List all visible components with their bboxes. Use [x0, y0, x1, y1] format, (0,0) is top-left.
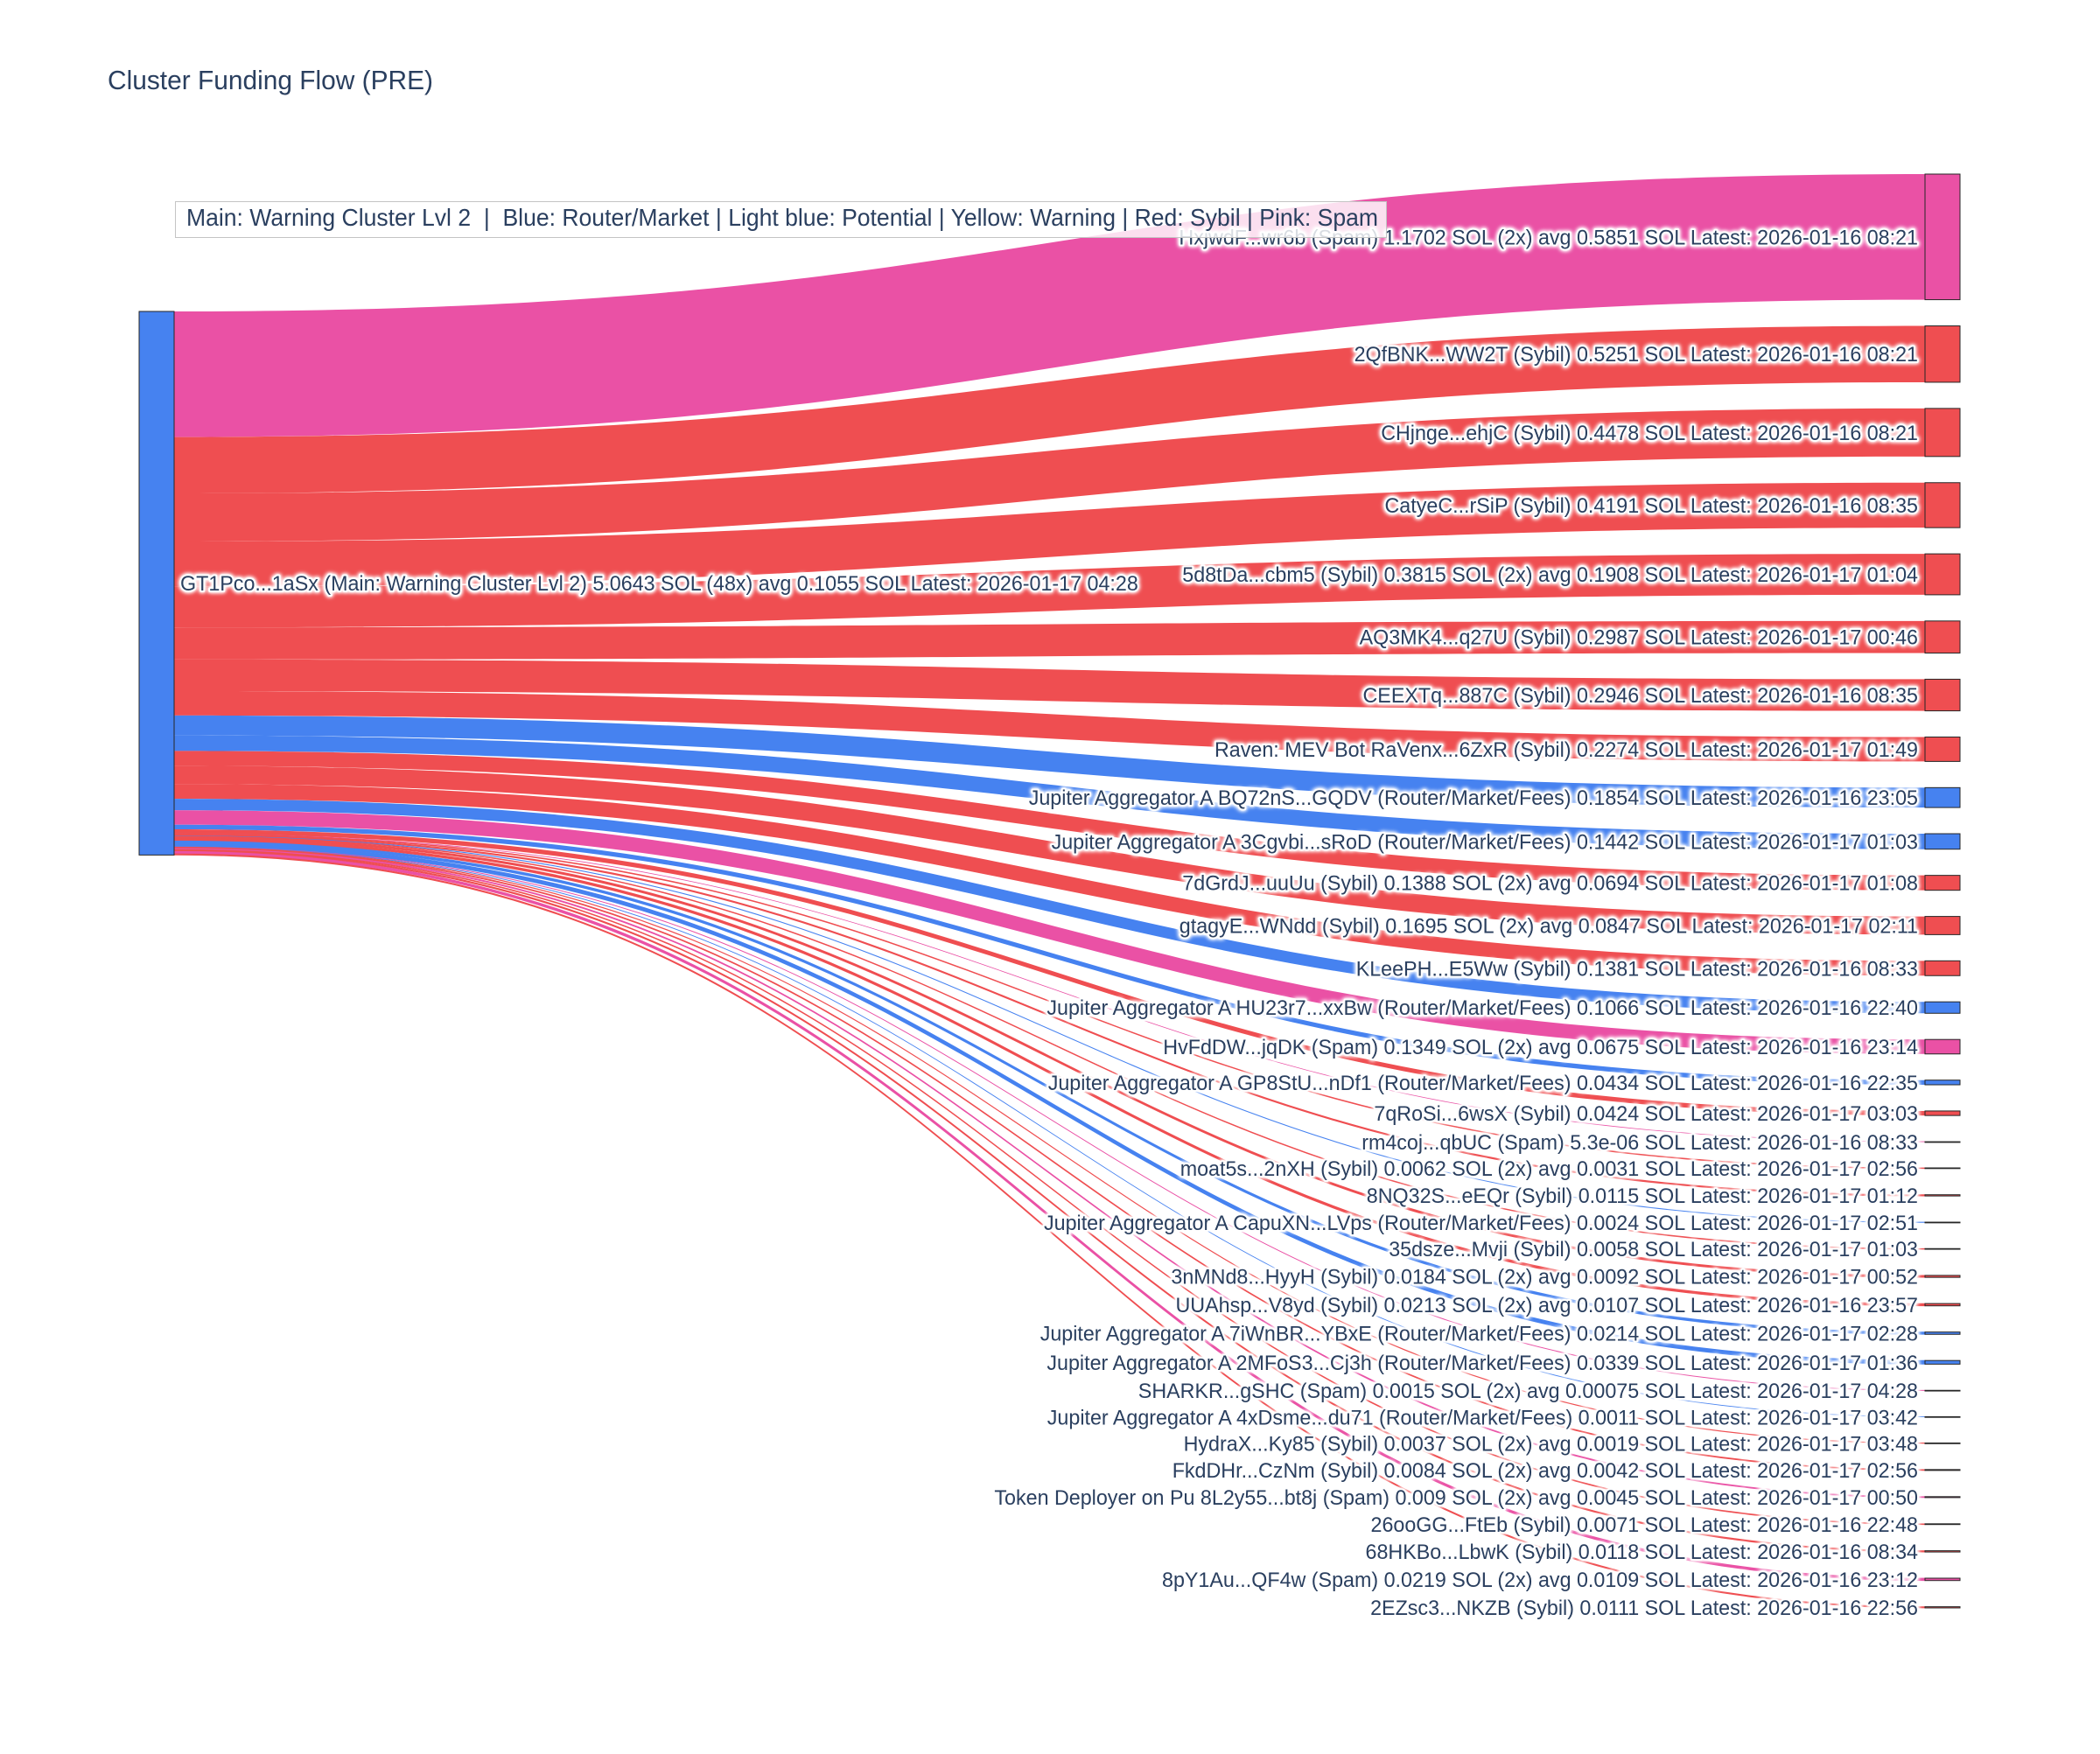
svg-text:Jupiter Aggregator A 7iWnBR...: Jupiter Aggregator A 7iWnBR...YBxE (Rout…: [1040, 1322, 1918, 1345]
svg-text:8pY1Au...QF4w (Spam) 0.0219 SO: 8pY1Au...QF4w (Spam) 0.0219 SOL (2x) avg…: [1162, 1569, 1918, 1592]
svg-text:3nMNd8...HyyH (Sybil) 0.0184 S: 3nMNd8...HyyH (Sybil) 0.0184 SOL (2x) av…: [1171, 1266, 1918, 1289]
svg-text:8NQ32S...eEQr (Sybil) 0.0115 S: 8NQ32S...eEQr (Sybil) 0.0115 SOL Latest:…: [1367, 1184, 1918, 1208]
svg-text:Jupiter Aggregator A 3Cgvbi...: Jupiter Aggregator A 3Cgvbi...sRoD (Rout…: [1052, 830, 1918, 854]
svg-text:CHjnge...ehjC (Sybil) 0.4478 S: CHjnge...ehjC (Sybil) 0.4478 SOL Latest:…: [1381, 422, 1918, 445]
svg-text:7dGrdJ...uuUu (Sybil) 0.1388 S: 7dGrdJ...uuUu (Sybil) 0.1388 SOL (2x) av…: [1182, 872, 1918, 896]
svg-text:FkdDHr...CzNm (Sybil) 0.0084 S: FkdDHr...CzNm (Sybil) 0.0084 SOL (2x) av…: [1172, 1459, 1918, 1483]
svg-text:moat5s...2nXH (Sybil) 0.0062 S: moat5s...2nXH (Sybil) 0.0062 SOL (2x) av…: [1180, 1157, 1918, 1181]
svg-text:Jupiter Aggregator A 2MFoS3...: Jupiter Aggregator A 2MFoS3...Cj3h (Rout…: [1046, 1352, 1918, 1375]
svg-text:Cluster Funding Flow (PRE): Cluster Funding Flow (PRE): [108, 65, 433, 95]
svg-text:35dsze...Mvji (Sybil) 0.0058 S: 35dsze...Mvji (Sybil) 0.0058 SOL Latest:…: [1389, 1238, 1918, 1261]
svg-text:UUAhsp...V8yd (Sybil) 0.0213 S: UUAhsp...V8yd (Sybil) 0.0213 SOL (2x) av…: [1176, 1294, 1919, 1317]
svg-text:SHARKR...gSHC (Spam) 0.0015 SO: SHARKR...gSHC (Spam) 0.0015 SOL (2x) avg…: [1138, 1380, 1918, 1403]
svg-text:Token Deployer on Pu 8L2y55...: Token Deployer on Pu 8L2y55...bt8j (Spam…: [994, 1486, 1918, 1510]
svg-text:68HKBo...LbwK (Sybil) 0.0118 S: 68HKBo...LbwK (Sybil) 0.0118 SOL Latest:…: [1366, 1541, 1919, 1564]
svg-text:Raven: MEV Bot RaVenx...6ZxR (: Raven: MEV Bot RaVenx...6ZxR (Sybil) 0.2…: [1214, 738, 1918, 762]
svg-text:AQ3MK4...q27U (Sybil) 0.2987 S: AQ3MK4...q27U (Sybil) 0.2987 SOL Latest:…: [1360, 626, 1918, 650]
svg-text:rm4coj...qbUC (Spam) 5.3e-06 S: rm4coj...qbUC (Spam) 5.3e-06 SOL Latest:…: [1362, 1131, 1918, 1155]
svg-text:gtagyE...WNdd (Sybil) 0.1695 S: gtagyE...WNdd (Sybil) 0.1695 SOL (2x) av…: [1180, 914, 1918, 938]
svg-text:Jupiter Aggregator A 4xDsme...: Jupiter Aggregator A 4xDsme...du71 (Rout…: [1047, 1406, 1918, 1429]
svg-text:CatyeC...rSiP (Sybil) 0.4191 S: CatyeC...rSiP (Sybil) 0.4191 SOL Latest:…: [1385, 494, 1919, 518]
svg-text:5d8tDa...cbm5 (Sybil) 0.3815 S: 5d8tDa...cbm5 (Sybil) 0.3815 SOL (2x) av…: [1182, 563, 1918, 587]
svg-text:Main: Warning Cluster Lvl 2 |: Main: Warning Cluster Lvl 2 | Blue: Rout…: [186, 204, 1378, 231]
svg-text:KLeePH...E5Ww (Sybil) 0.1381 S: KLeePH...E5Ww (Sybil) 0.1381 SOL Latest:…: [1356, 957, 1918, 981]
svg-text:HydraX...Ky85 (Sybil) 0.0037 S: HydraX...Ky85 (Sybil) 0.0037 SOL (2x) av…: [1184, 1432, 1918, 1456]
svg-text:2QfBNK...WW2T (Sybil) 0.5251 S: 2QfBNK...WW2T (Sybil) 0.5251 SOL Latest:…: [1354, 343, 1918, 367]
svg-text:Jupiter Aggregator A GP8StU...: Jupiter Aggregator A GP8StU...nDf1 (Rout…: [1048, 1072, 1918, 1095]
svg-text:2EZsc3...NKZB (Sybil) 0.0111 S: 2EZsc3...NKZB (Sybil) 0.0111 SOL Latest:…: [1370, 1597, 1918, 1620]
svg-text:GT1Pco...1aSx (Main: Warning C: GT1Pco...1aSx (Main: Warning Cluster Lvl…: [180, 572, 1138, 596]
svg-text:Jupiter Aggregator A HU23r7...: Jupiter Aggregator A HU23r7...xxBw (Rout…: [1046, 996, 1918, 1020]
svg-text:Jupiter Aggregator A BQ72nS...: Jupiter Aggregator A BQ72nS...GQDV (Rout…: [1029, 786, 1918, 810]
svg-text:Jupiter Aggregator A CapuXN...: Jupiter Aggregator A CapuXN...LVps (Rout…: [1044, 1212, 1918, 1235]
svg-text:26ooGG...FtEb (Sybil) 0.0071 S: 26ooGG...FtEb (Sybil) 0.0071 SOL Latest:…: [1371, 1513, 1919, 1537]
svg-text:7qRoSi...6wsX (Sybil) 0.0424 S: 7qRoSi...6wsX (Sybil) 0.0424 SOL Latest:…: [1374, 1102, 1918, 1126]
svg-text:HvFdDW...jqDK (Spam) 0.1349 SO: HvFdDW...jqDK (Spam) 0.1349 SOL (2x) avg…: [1163, 1036, 1918, 1059]
svg-text:CEEXTq...887C (Sybil) 0.2946 S: CEEXTq...887C (Sybil) 0.2946 SOL Latest:…: [1363, 684, 1919, 708]
